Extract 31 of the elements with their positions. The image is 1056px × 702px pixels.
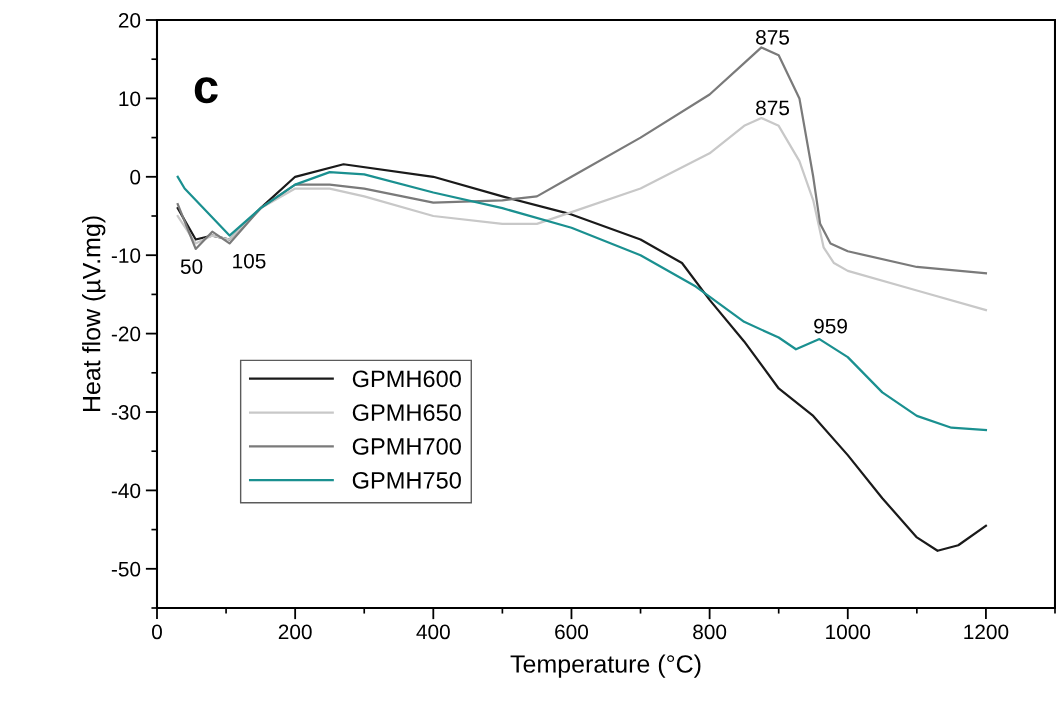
x-tick-label: 400 <box>416 624 450 640</box>
line-series <box>176 163 988 552</box>
y-tick-label: -20 <box>111 326 141 342</box>
annotation: c <box>194 77 218 104</box>
legend-label: GPMH750 <box>352 471 461 489</box>
legend-label: GPMH600 <box>352 370 461 388</box>
x-tick-label: 600 <box>555 624 589 640</box>
x-tick-label: 200 <box>278 624 312 640</box>
x-axis-title: Temperature (°C) <box>510 654 701 678</box>
x-tick-label: 0 <box>152 624 162 640</box>
y-tick-label: -50 <box>111 561 141 577</box>
x-tick-label: 800 <box>693 624 727 640</box>
y-tick-label: 0 <box>130 169 141 185</box>
y-axis-title: Heat flow (µV.mg) <box>82 216 106 412</box>
line-series <box>176 46 988 275</box>
y-tick-label: -10 <box>111 248 141 263</box>
annotation: 50 <box>180 259 203 274</box>
line-series <box>176 116 988 312</box>
annotation: 875 <box>756 100 790 116</box>
legend-label: GPMH650 <box>352 404 461 422</box>
line-series <box>176 170 988 432</box>
y-tick-label: -40 <box>111 483 141 499</box>
legend-label: GPMH700 <box>352 438 461 455</box>
annotation: 105 <box>233 253 266 269</box>
y-tick-label: 20 <box>118 13 141 28</box>
y-tick-label: -30 <box>111 405 141 420</box>
annotation: 959 <box>814 318 847 334</box>
x-tick-label: 1200 <box>964 624 1009 640</box>
y-tick-label: 10 <box>119 91 141 107</box>
x-tick-label: 1000 <box>826 624 871 640</box>
annotation: 875 <box>756 29 790 45</box>
